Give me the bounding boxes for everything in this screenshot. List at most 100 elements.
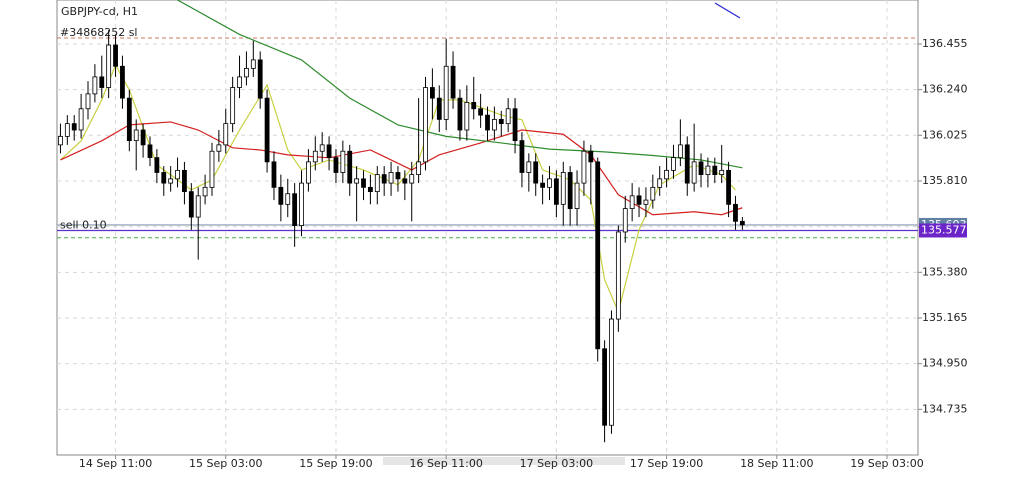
scrollbar (383, 457, 625, 465)
candle-body (120, 65, 125, 99)
levels: #34868252 sl sell 0.10 (57, 26, 918, 239)
candle-body (182, 169, 187, 193)
candle-body (602, 348, 607, 426)
candle-body (140, 129, 146, 146)
candle-body (264, 97, 270, 163)
candle-body (285, 193, 291, 205)
candle-body (581, 150, 587, 184)
price-box-label: 135.577 (921, 223, 967, 236)
candle-body (347, 150, 353, 184)
candle-body (78, 108, 84, 131)
candle-body (636, 195, 642, 205)
candle-body (402, 178, 408, 184)
candle-body (278, 186, 284, 205)
candle-body (629, 195, 635, 209)
candle-body (429, 87, 435, 99)
candle-body (622, 208, 628, 233)
price-box (919, 223, 967, 238)
candle-body (657, 178, 663, 188)
candle-body (237, 76, 242, 88)
candle-body (705, 165, 711, 176)
candle-body (478, 108, 484, 116)
candle-body (188, 191, 194, 218)
candle-body (340, 150, 346, 173)
x-tick-label: 15 Sep 03:00 (189, 457, 262, 470)
candle-body (464, 101, 470, 131)
candle-body (615, 231, 621, 320)
candle-body (306, 161, 311, 184)
candle-body (423, 87, 428, 163)
candle-body (471, 101, 477, 110)
level-label: sell 0.10 (60, 218, 107, 231)
candle-body (547, 178, 552, 188)
candle-body (133, 129, 139, 142)
candle-body (491, 118, 497, 131)
candle-body (154, 157, 160, 173)
candle-body (498, 118, 504, 125)
x-tick-label: 19 Sep 03:00 (850, 457, 923, 470)
y-tick-label: 136.240 (922, 83, 968, 96)
candle-body (436, 97, 442, 120)
axes: 134.735134.950135.165135.380135.595135.8… (79, 37, 968, 470)
candle-body (526, 161, 532, 173)
candle-body (216, 144, 222, 152)
candle-body (361, 178, 366, 188)
candle-body (512, 108, 518, 142)
candle-body (416, 161, 422, 176)
candle-body (698, 161, 704, 176)
candle-body (395, 172, 401, 180)
candle-body (354, 178, 360, 184)
candles (58, 30, 745, 443)
chart-title: GBPJPY-cd, H1 (61, 5, 138, 18)
candle-body (609, 318, 614, 426)
candle-body (92, 76, 98, 95)
candle-body (485, 114, 490, 131)
trendline (714, 2, 741, 19)
candle-body (126, 97, 132, 142)
candle-body (533, 161, 539, 184)
candle-body (175, 169, 180, 180)
candle-body (677, 144, 683, 159)
candle-body (719, 169, 725, 176)
candle-body (733, 203, 738, 222)
candle-body (333, 157, 339, 173)
y-tick-label: 135.810 (922, 174, 968, 187)
candle-body (567, 172, 573, 209)
candle-body (443, 65, 449, 120)
y-tick-label: 136.025 (922, 128, 968, 141)
candle-body (588, 150, 594, 163)
candle-body (574, 182, 580, 209)
x-tick-label: 18 Sep 11:00 (740, 457, 813, 470)
moving-average (177, 0, 743, 169)
candle-body (650, 186, 656, 201)
candle-body (230, 87, 236, 125)
candle-body (540, 182, 546, 188)
candle-body (312, 150, 318, 163)
level-label: #34868252 sl (60, 26, 138, 39)
candle-body (202, 186, 208, 197)
candle-body (684, 144, 690, 184)
x-tick-label: 15 Sep 19:00 (299, 457, 372, 470)
y-tick-label: 135.380 (922, 265, 968, 278)
candle-body (58, 135, 63, 146)
candle-body (106, 44, 112, 88)
candle-body (712, 165, 718, 176)
candle-body (505, 108, 511, 125)
candle-body (374, 174, 380, 193)
candle-body (691, 161, 697, 184)
candle-body (299, 182, 304, 226)
candle-body (99, 76, 105, 88)
candle-body (409, 174, 415, 184)
candle-body (388, 172, 394, 184)
candle-body (271, 161, 277, 188)
candle-body (560, 172, 566, 205)
y-tick-label: 134.950 (922, 357, 968, 370)
candle-body (161, 172, 167, 184)
candle-body (519, 140, 525, 173)
candle-body (64, 123, 70, 137)
candle-body (223, 123, 229, 146)
candle-body (671, 157, 676, 171)
candle-body (319, 144, 325, 152)
y-tick-label: 136.455 (922, 37, 968, 50)
